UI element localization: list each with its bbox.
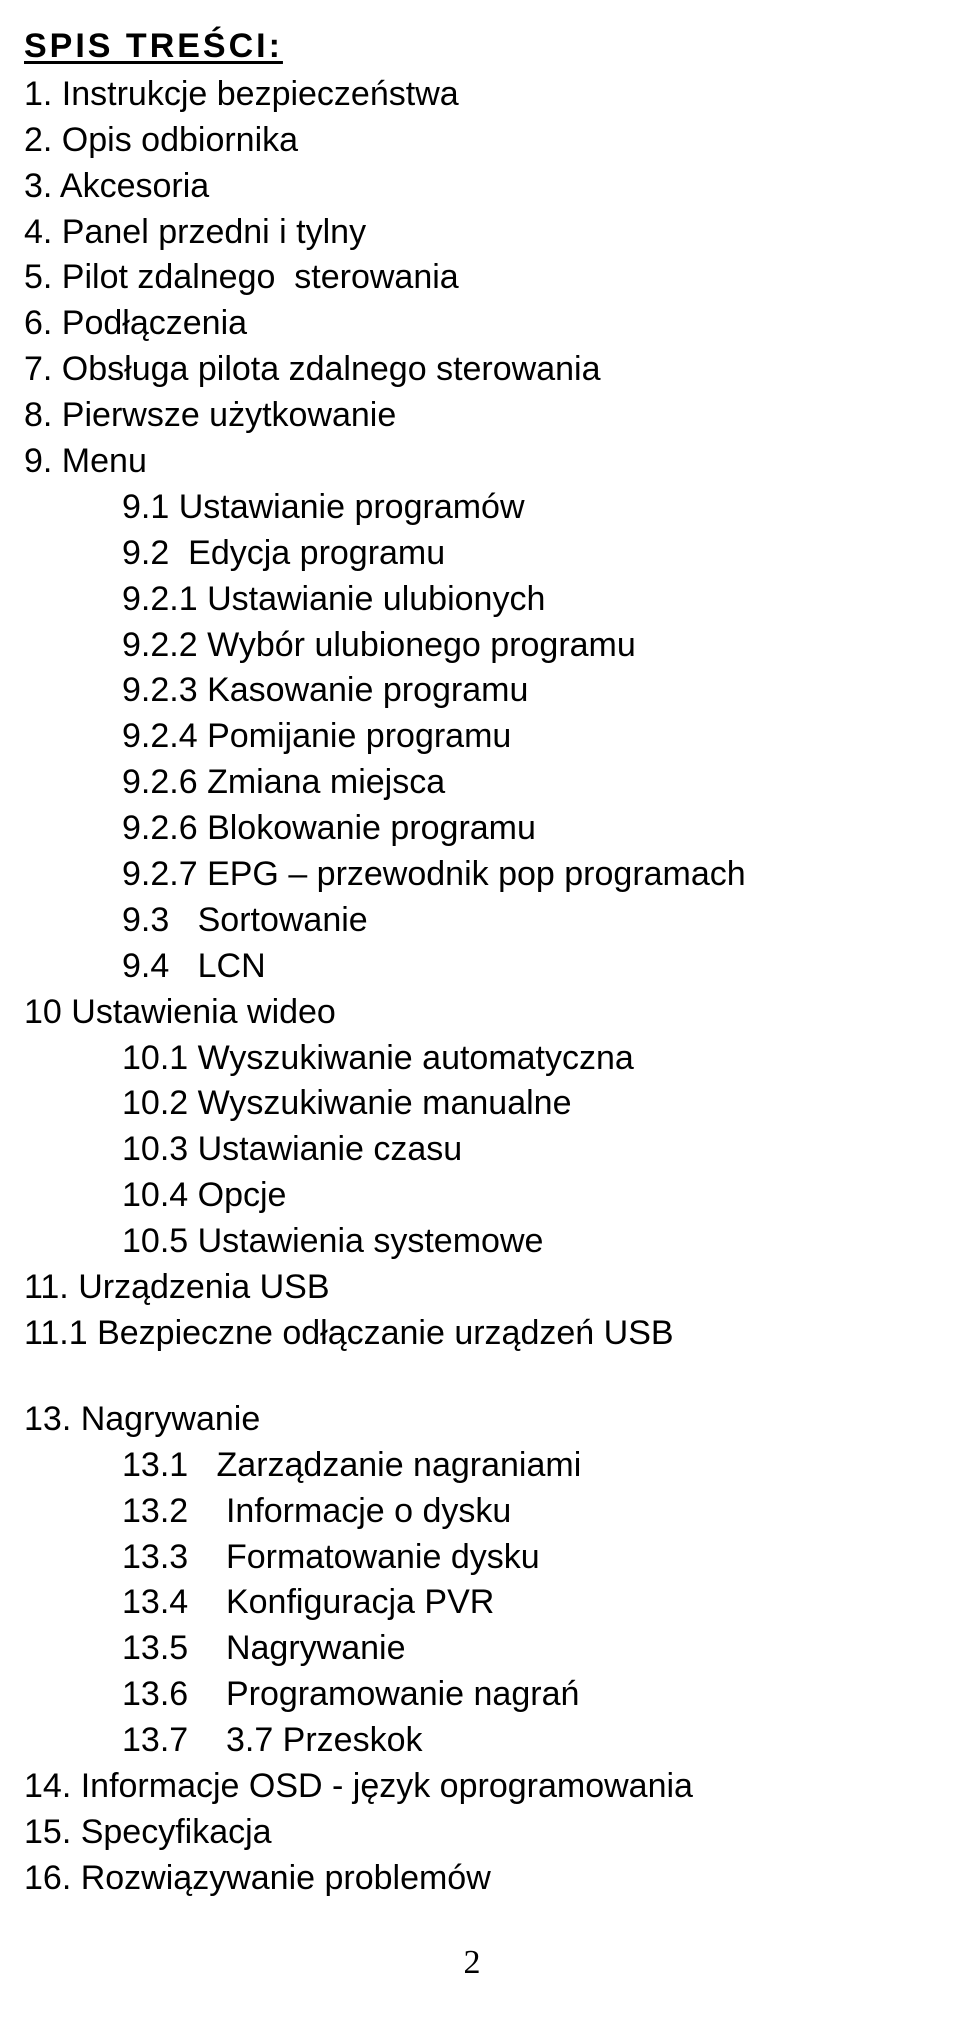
toc-line: 10.4 Opcje [122,1173,920,1219]
toc-line: 13.6 Programowanie nagrań [122,1672,920,1718]
toc-list: 1. Instrukcje bezpieczeństwa2. Opis odbi… [24,72,920,1902]
toc-line: 10 Ustawienia wideo [24,990,920,1036]
toc-line: 9.2.2 Wybór ulubionego programu [122,623,920,669]
toc-line: 9.2 Edycja programu [122,531,920,577]
toc-line: 10.1 Wyszukiwanie automatyczna [122,1036,920,1082]
toc-line: 3. Akcesoria [24,164,920,210]
toc-line: 13.7 3.7 Przeskok [122,1718,920,1764]
toc-line: 13.1 Zarządzanie nagraniami [122,1443,920,1489]
toc-line: 9.2.6 Zmiana miejsca [122,760,920,806]
toc-line: 11. Urządzenia USB [24,1265,920,1311]
toc-line: 9.2.6 Blokowanie programu [122,806,920,852]
toc-line: 2. Opis odbiornika [24,118,920,164]
toc-line: 13. Nagrywanie [24,1397,920,1443]
toc-line: 4. Panel przedni i tylny [24,210,920,256]
toc-line: 13.2 Informacje o dysku [122,1489,920,1535]
toc-line: 9.3 Sortowanie [122,898,920,944]
toc-line: 9.2.3 Kasowanie programu [122,668,920,714]
toc-line: 13.4 Konfiguracja PVR [122,1580,920,1626]
toc-line: 6. Podłączenia [24,301,920,347]
toc-line: 13.5 Nagrywanie [122,1626,920,1672]
toc-line: 7. Obsługa pilota zdalnego sterowania [24,347,920,393]
toc-line: 15. Specyfikacja [24,1810,920,1856]
toc-line: 13.3 Formatowanie dysku [122,1535,920,1581]
toc-line: 8. Pierwsze użytkowanie [24,393,920,439]
toc-line: 16. Rozwiązywanie problemów [24,1856,920,1902]
toc-line: 1. Instrukcje bezpieczeństwa [24,72,920,118]
toc-line: 11.1 Bezpieczne odłączanie urządzeń USB [24,1311,920,1357]
page-number: 2 [24,1940,920,1986]
toc-line: 9.2.4 Pomijanie programu [122,714,920,760]
toc-line: 14. Informacje OSD - język oprogramowani… [24,1764,920,1810]
toc-line: 9.1 Ustawianie programów [122,485,920,531]
toc-line: 10.5 Ustawienia systemowe [122,1219,920,1265]
toc-line: 10.2 Wyszukiwanie manualne [122,1081,920,1127]
toc-line: 10.3 Ustawianie czasu [122,1127,920,1173]
toc-line: 5. Pilot zdalnego sterowania [24,255,920,301]
toc-heading: SPIS TREŚCI: [24,24,920,70]
toc-line: 9.2.7 EPG – przewodnik pop programach [122,852,920,898]
toc-line: 9. Menu [24,439,920,485]
toc-line: 9.2.1 Ustawianie ulubionych [122,577,920,623]
toc-line: 9.4 LCN [122,944,920,990]
